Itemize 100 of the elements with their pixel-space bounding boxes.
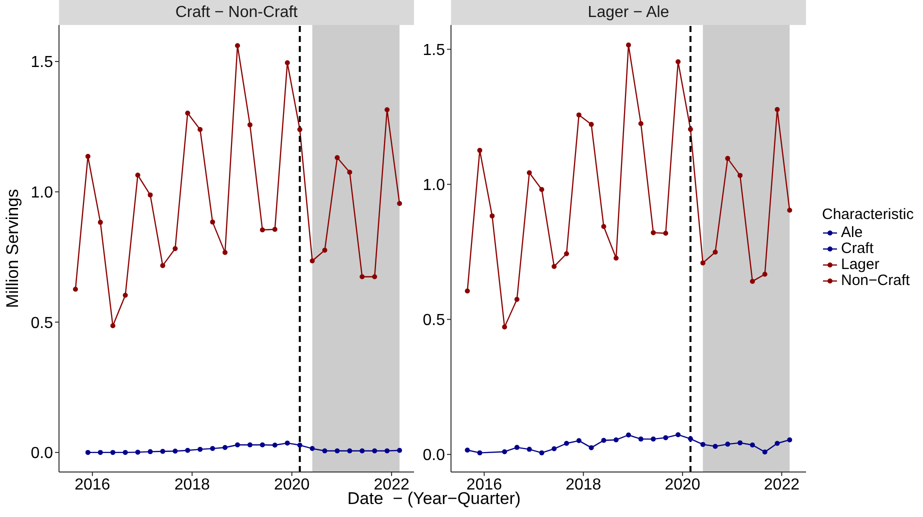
point <box>284 440 290 446</box>
point <box>148 192 153 198</box>
point <box>688 126 693 132</box>
point <box>526 446 532 452</box>
legend-label: Craft <box>841 240 874 257</box>
point <box>384 107 390 112</box>
point <box>284 60 290 66</box>
point <box>526 170 532 176</box>
point <box>477 148 482 153</box>
y-tick-label: 0.0 <box>30 445 54 462</box>
point <box>234 43 240 48</box>
legend-label: Ale <box>841 224 863 241</box>
point <box>477 450 482 456</box>
point <box>552 264 557 269</box>
point <box>539 450 544 456</box>
point <box>210 220 216 225</box>
point <box>122 450 128 455</box>
point <box>738 440 743 446</box>
point <box>750 278 755 284</box>
point <box>638 436 644 442</box>
legend-label: Non−Craft <box>841 272 910 289</box>
point <box>85 450 90 455</box>
x-tick-label: 2020 <box>274 476 310 494</box>
point <box>135 450 140 455</box>
point <box>272 226 278 232</box>
point <box>210 446 216 452</box>
point <box>614 437 619 442</box>
point <box>198 127 203 132</box>
point <box>198 446 203 452</box>
point <box>347 448 352 454</box>
point <box>626 432 631 438</box>
y-tick-label: 0.0 <box>422 447 446 464</box>
point <box>384 448 390 454</box>
point <box>297 442 302 448</box>
point <box>334 155 340 160</box>
point <box>576 438 582 444</box>
point <box>774 440 780 446</box>
point <box>464 448 470 453</box>
point <box>334 448 340 454</box>
point <box>260 227 265 232</box>
point <box>397 201 402 206</box>
point <box>98 220 103 225</box>
point <box>148 449 153 454</box>
x-tick-label: 2018 <box>566 476 602 494</box>
point <box>397 448 402 453</box>
point <box>372 448 378 454</box>
point <box>650 436 656 442</box>
point <box>502 324 508 330</box>
y-axis-title: Million Servings <box>3 188 22 308</box>
point <box>322 448 328 454</box>
point <box>588 122 594 127</box>
point <box>514 444 520 450</box>
point <box>787 208 792 213</box>
point <box>110 323 116 328</box>
point <box>762 450 768 455</box>
point <box>552 446 557 452</box>
point <box>322 248 328 253</box>
point <box>160 263 166 268</box>
point <box>297 127 302 132</box>
point <box>490 213 495 218</box>
point <box>72 286 78 292</box>
x-tick-label: 2016 <box>74 476 110 494</box>
point <box>185 448 190 453</box>
point <box>260 442 265 448</box>
point <box>774 107 780 112</box>
point <box>738 172 743 178</box>
y-tick-label: 1.5 <box>422 42 446 59</box>
y-tick-label: 1.5 <box>30 54 54 72</box>
point <box>110 450 116 455</box>
y-tick-label: 1.0 <box>422 177 446 194</box>
point <box>185 110 190 116</box>
y-tick-label: 0.5 <box>30 314 54 332</box>
point <box>360 274 365 280</box>
point <box>160 448 166 454</box>
point <box>135 172 140 178</box>
x-tick-label: 2022 <box>764 476 800 494</box>
point <box>676 59 681 64</box>
point <box>222 250 228 256</box>
point <box>650 230 656 236</box>
point <box>601 438 606 443</box>
point <box>310 446 315 452</box>
point <box>601 224 606 229</box>
y-tick-label: 0.5 <box>422 312 446 330</box>
point <box>234 442 240 448</box>
point <box>464 288 470 294</box>
point <box>725 442 730 447</box>
point <box>663 230 668 236</box>
point <box>700 442 706 447</box>
y-tick-label: 1.0 <box>30 184 54 202</box>
point <box>222 445 228 450</box>
x-tick-label: 2020 <box>664 476 700 494</box>
point <box>750 442 755 448</box>
point <box>372 274 378 280</box>
point <box>762 272 768 277</box>
x-tick-label: 2018 <box>174 476 210 494</box>
chart-title: Lager − Ale <box>451 0 806 25</box>
point <box>514 296 520 302</box>
point <box>712 444 718 449</box>
point <box>688 436 693 442</box>
point <box>564 251 570 256</box>
